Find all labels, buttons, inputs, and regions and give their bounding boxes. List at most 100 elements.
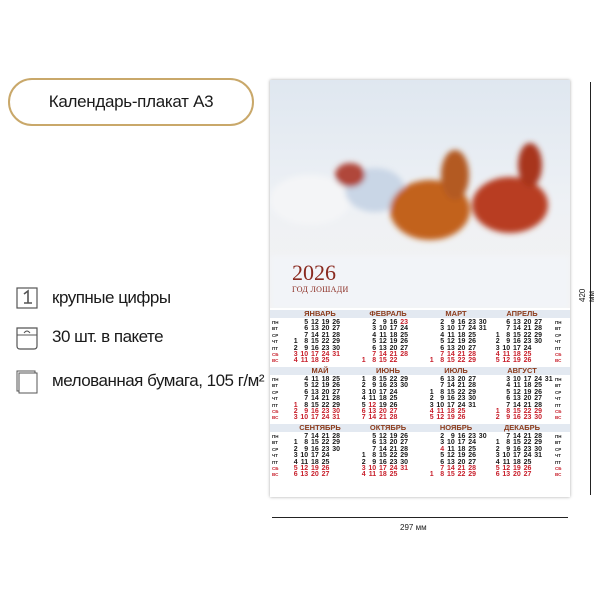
day-cell: 20: [321, 325, 330, 333]
weekday-label: СБ: [272, 466, 279, 471]
day-cell: 14: [446, 465, 455, 472]
day-cell: 21: [457, 351, 466, 358]
day-cell: 19: [523, 388, 532, 396]
day-cell: 24: [468, 439, 476, 447]
weekday-label: ПТ: [272, 345, 278, 351]
day-cell: 22: [523, 439, 532, 447]
day-cell: 23: [523, 414, 532, 422]
day-cell: 23: [523, 445, 532, 453]
day-cell: 23: [457, 395, 466, 403]
day-cell: 23: [400, 319, 408, 326]
day-cell: 2: [293, 344, 298, 352]
weekday-label: ВТ: [555, 440, 561, 446]
calendar-poster: 2026 ГОД ЛОШАДИ ПН ПН ВТ ВТ СР СР ЧТ ЧТ ПТ ПТ СБ СБ…: [270, 80, 570, 497]
feature-paper: мелованная бумага, 105 г/м²: [16, 370, 265, 394]
day-cell: 26: [321, 465, 330, 472]
day-cell: 17: [512, 452, 521, 460]
day-cell: 14: [310, 395, 319, 403]
day-cell: 4: [361, 395, 366, 403]
day-cell: 13: [446, 458, 455, 466]
day-cell: 22: [321, 439, 330, 447]
day-cell: 11: [368, 471, 377, 479]
month-name: МАРТ: [445, 309, 467, 318]
day-cell: 30: [332, 445, 340, 453]
month-name: СЕНТЯБРЬ: [299, 423, 341, 432]
day-cell: 20: [457, 344, 466, 352]
day-cell: 9: [304, 408, 309, 415]
day-cell: 29: [332, 439, 340, 447]
day-cell: 13: [378, 344, 387, 352]
day-cell: 1: [293, 338, 298, 346]
day-cell: 28: [534, 325, 542, 333]
day-cell: 29: [468, 357, 476, 365]
day-cell: 15: [446, 388, 455, 396]
day-cell: 9: [450, 433, 455, 440]
day-cell: 24: [468, 325, 476, 333]
day-cell: 14: [512, 433, 521, 440]
day-cell: 8: [506, 331, 511, 339]
day-cell: 1: [429, 471, 434, 479]
day-cell: 1: [495, 439, 500, 447]
day-cell: 5: [440, 338, 445, 346]
feature-large-digits: крупные цифры: [16, 287, 171, 309]
day-cell: 12: [378, 433, 387, 440]
day-cell: 14: [378, 445, 387, 453]
day-cell: 21: [389, 351, 398, 358]
day-cell: 15: [512, 408, 521, 415]
day-cell: 1: [361, 452, 366, 460]
day-cell: 8: [440, 357, 445, 365]
day-cell: 27: [523, 471, 532, 479]
day-cell: 29: [534, 331, 542, 339]
day-cell: 20: [457, 376, 466, 383]
day-cell: 8: [304, 439, 309, 447]
day-cell: 27: [321, 471, 330, 479]
day-cell: 17: [310, 351, 319, 358]
day-cell: 24: [321, 452, 330, 460]
day-cell: 17: [512, 344, 521, 352]
day-cell: 27: [534, 395, 542, 403]
day-cell: 29: [468, 388, 476, 396]
day-cell: 12: [436, 414, 445, 422]
paper-sheets-icon: [16, 370, 38, 394]
day-cell: 5: [440, 452, 445, 460]
day-cell: 9: [506, 414, 511, 422]
day-cell: 24: [389, 388, 398, 396]
month-name: НОЯБРЬ: [439, 423, 473, 432]
day-cell: 19: [512, 465, 521, 472]
day-cell: 25: [400, 331, 408, 339]
day-cell: 18: [389, 331, 398, 339]
height-dimension-label: 420 мм: [578, 288, 596, 302]
day-cell: 25: [534, 382, 542, 390]
day-cell: 30: [534, 338, 542, 346]
day-cell: 18: [523, 382, 532, 390]
weekday-label: СБ: [555, 352, 562, 357]
quarter-header-band: [270, 310, 570, 318]
day-cell: 28: [534, 433, 542, 440]
day-cell: 20: [378, 408, 387, 415]
day-cell: 5: [361, 401, 366, 409]
day-cell: 12: [368, 401, 377, 409]
day-cell: 3: [372, 325, 377, 333]
day-cell: 27: [400, 439, 408, 447]
day-cell: 24: [321, 414, 330, 422]
day-cell: 19: [457, 452, 466, 460]
day-cell: 26: [534, 388, 542, 396]
day-cell: 16: [457, 433, 466, 440]
day-cell: 11: [368, 395, 377, 403]
day-cell: 3: [361, 388, 366, 396]
day-cell: 7: [506, 433, 511, 440]
day-cell: 23: [321, 408, 330, 415]
weekday-label: ЧТ: [555, 339, 561, 345]
day-cell: 15: [446, 357, 455, 365]
day-cell: 19: [512, 357, 521, 365]
weekday-label: ВС: [555, 472, 562, 478]
day-cell: 13: [446, 344, 455, 352]
feature-label: 30 шт. в пакете: [52, 327, 164, 346]
day-cell: 21: [457, 465, 466, 472]
weekday-label: СР: [555, 389, 562, 395]
package-icon: [16, 326, 38, 350]
weekday-label: ВТ: [555, 326, 561, 332]
day-cell: 10: [368, 388, 377, 396]
month-name: ОКТЯБРЬ: [369, 423, 407, 432]
day-cell: 26: [332, 319, 340, 326]
